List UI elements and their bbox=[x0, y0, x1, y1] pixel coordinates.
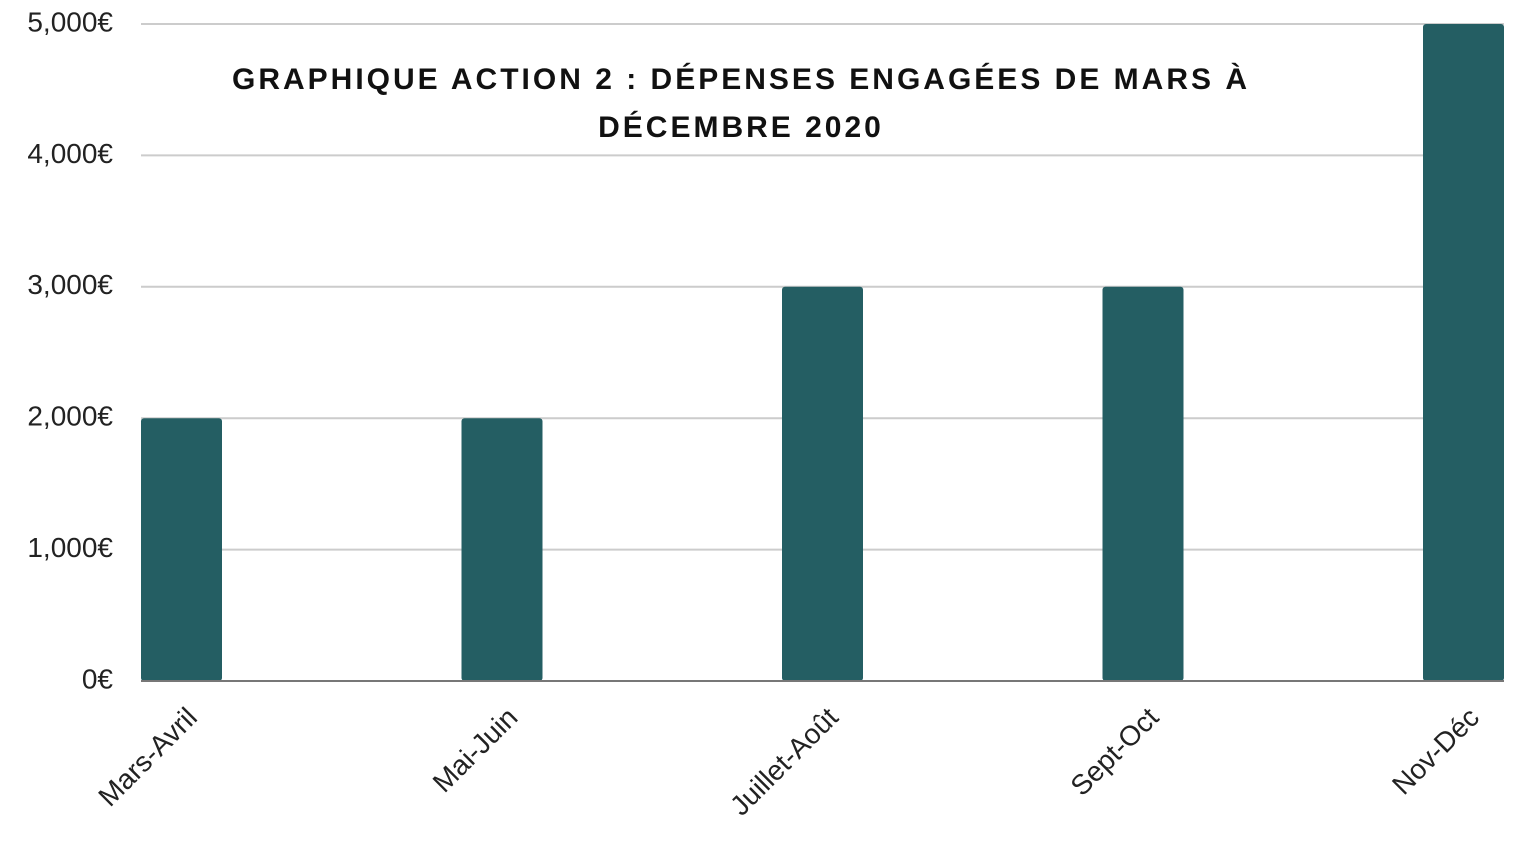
x-tick-label: Nov-Déc bbox=[1386, 702, 1485, 801]
y-tick-label: 4,000€ bbox=[27, 138, 113, 169]
bar bbox=[1423, 24, 1504, 681]
x-tick-label: Mars-Avril bbox=[92, 702, 203, 813]
y-tick-label: 3,000€ bbox=[27, 269, 113, 300]
bar bbox=[1102, 286, 1184, 681]
y-tick-label: 2,000€ bbox=[27, 401, 113, 432]
y-tick-label: 5,000€ bbox=[27, 6, 113, 37]
y-tick-label: 1,000€ bbox=[27, 532, 113, 563]
x-tick-label: Juillet-Août bbox=[724, 701, 844, 821]
y-tick-label: 0€ bbox=[82, 663, 114, 694]
x-tick-label: Mai-Juin bbox=[427, 702, 524, 799]
bar bbox=[141, 418, 222, 681]
bar bbox=[782, 286, 863, 681]
bar bbox=[461, 418, 543, 681]
x-tick-label: Sept-Oct bbox=[1064, 701, 1164, 801]
chart-title: GRAPHIQUE ACTION 2 : DÉPENSES ENGAGÉES D… bbox=[231, 63, 1250, 144]
